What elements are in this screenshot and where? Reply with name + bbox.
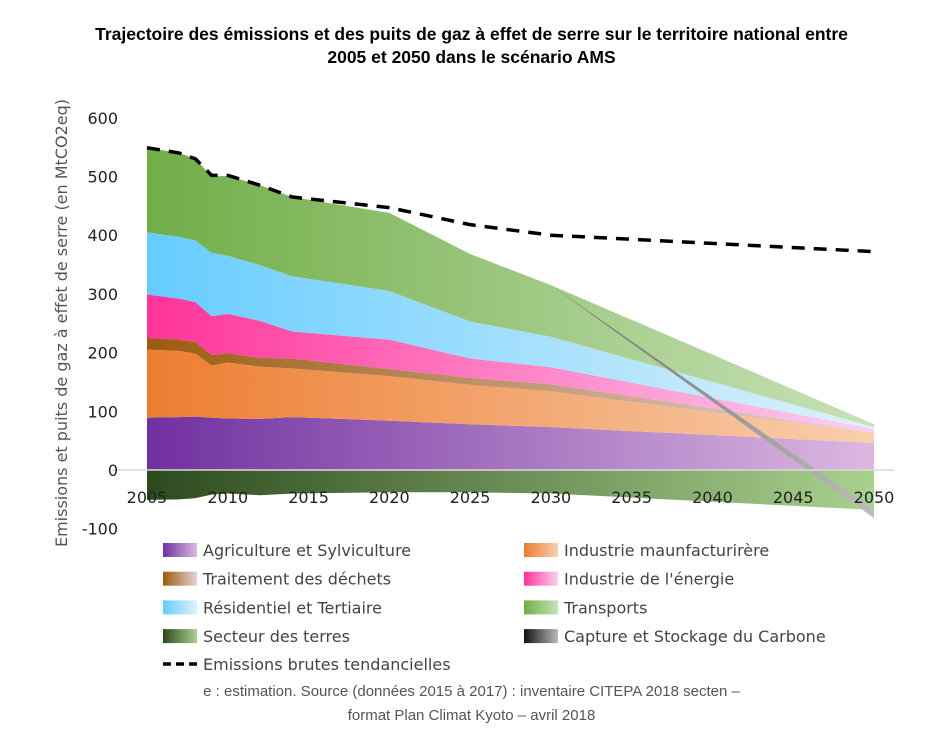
legend-swatch <box>524 600 558 615</box>
x-tick-label: 2045 <box>773 488 814 507</box>
chart-title-line-2: 2005 et 2050 dans le scénario AMS <box>327 47 616 67</box>
legend-item-residentiel-et-tertiaire: Résidentiel et Tertiaire <box>163 598 382 617</box>
legend-label: Traitement des déchets <box>202 570 391 589</box>
legend-label: Industrie de l'énergie <box>564 570 734 589</box>
y-tick-label: 0 <box>108 461 118 480</box>
legend-swatch <box>524 571 558 586</box>
x-tick-label: 2015 <box>288 488 329 507</box>
y-tick-label: 400 <box>87 226 118 245</box>
legend-swatch <box>163 571 197 586</box>
x-tick-label: 2050 <box>854 488 895 507</box>
x-tick-label: 2035 <box>611 488 652 507</box>
legend: Agriculture et Sylviculture Industrie mau… <box>163 541 826 674</box>
legend-item-traitement-des-dechets: Traitement des déchets <box>163 570 391 589</box>
area-industrie-de-l-energie <box>147 294 874 433</box>
legend-swatch <box>524 543 558 557</box>
x-tick-label: 2020 <box>369 488 410 507</box>
footnote-line-1: e : estimation. Source (données 2015 à 2… <box>203 683 740 700</box>
x-tick-label: 2025 <box>450 488 491 507</box>
x-tick-label: 2010 <box>207 488 248 507</box>
legend-label: Résidentiel et Tertiaire <box>203 598 382 617</box>
y-tick-label: 600 <box>87 109 118 128</box>
areas <box>147 147 874 519</box>
legend-item-capture-et-stockage-du-carbone: Capture et Stockage du Carbone <box>524 627 826 646</box>
legend-label: Transports <box>563 598 647 617</box>
area-transports <box>147 147 874 428</box>
area-secteur-des-terres <box>147 470 874 510</box>
legend-label: Industrie maunfacturirère <box>564 541 769 560</box>
legend-item-secteur-des-terres: Secteur des terres <box>163 627 350 646</box>
x-tick-label: 2030 <box>531 488 572 507</box>
y-tick-label: 300 <box>87 285 118 304</box>
y-tick-label: -100 <box>82 520 118 539</box>
legend-item-agriculture-et-sylviculture: Agriculture et Sylviculture <box>163 541 411 560</box>
y-axis-label: Emissions et puits de gaz à effet de ser… <box>52 99 71 547</box>
legend-swatch <box>524 629 558 644</box>
legend-swatch <box>163 600 197 615</box>
footnote-line-2: format Plan Climat Kyoto – avril 2018 <box>347 707 596 724</box>
x-tick-label: 2005 <box>127 488 168 507</box>
legend-label: Capture et Stockage du Carbone <box>564 627 826 646</box>
line-emissions-brutes-tendancielles <box>146 146 875 254</box>
legend-label: Secteur des terres <box>203 627 350 646</box>
x-tick-label: 2040 <box>692 488 733 507</box>
area-agriculture-et-sylviculture <box>147 416 874 470</box>
area-residentiel-et-tertiaire <box>147 232 874 429</box>
legend-item-industrie-de-l-energie: Industrie de l'énergie <box>524 570 734 589</box>
legend-swatch <box>163 543 197 557</box>
y-tick-label: 100 <box>87 402 118 421</box>
legend-item-emissions-brutes-tendancielles: Emissions brutes tendancielles <box>163 655 451 674</box>
area-traitement-des-dechets <box>147 337 874 434</box>
legend-swatch <box>163 629 197 644</box>
area-industrie-maunfacturirere <box>147 349 874 443</box>
legend-label: Agriculture et Sylviculture <box>203 541 411 560</box>
chart-title-line-1: Trajectoire des émissions et des puits d… <box>95 24 848 44</box>
legend-item-transports: Transports <box>524 598 647 617</box>
axes: 600 500 400 300 200 100 0 -100 2005 2010 2015 2020 2… <box>82 109 895 539</box>
y-tick-label: 500 <box>87 168 118 187</box>
y-tick-label: 200 <box>87 344 118 363</box>
legend-item-industrie-maunfacturirere: Industrie maunfacturirère <box>524 541 769 560</box>
legend-label: Emissions brutes tendancielles <box>203 655 451 674</box>
